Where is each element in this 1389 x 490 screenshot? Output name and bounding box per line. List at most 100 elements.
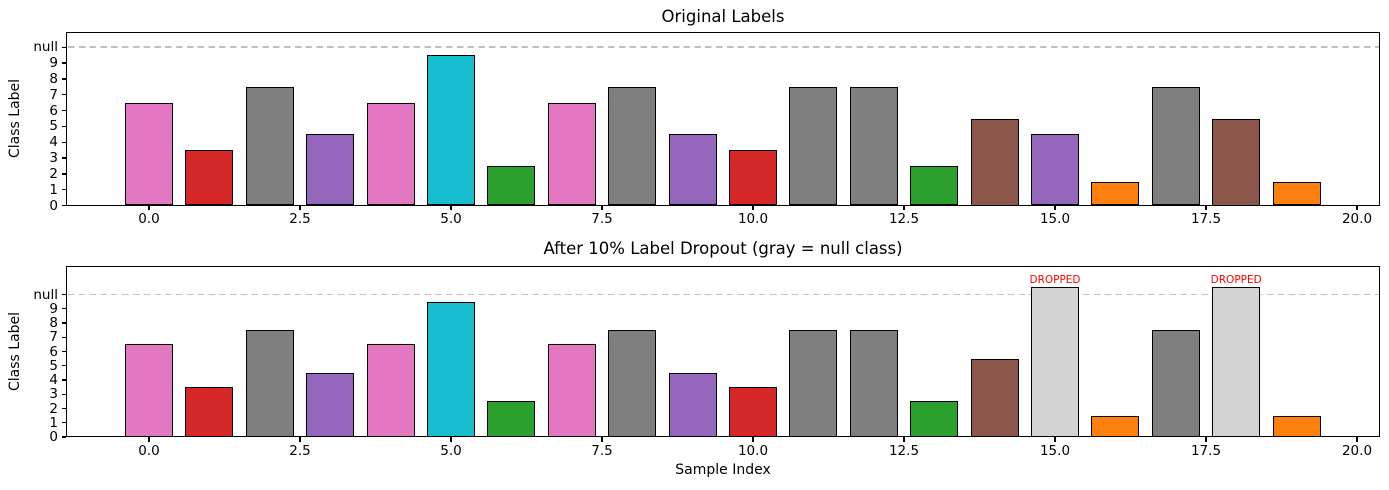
y-tick-mark: [61, 422, 66, 424]
y-tick-mark: [61, 322, 66, 324]
null-threshold-line: [67, 46, 1379, 49]
y-tick-label: 2: [49, 165, 58, 182]
x-tick-label: 0.0: [138, 211, 160, 227]
x-tick-mark: [1054, 205, 1056, 210]
y-tick-mark: [61, 94, 66, 96]
y-tick-label: 8: [49, 315, 58, 331]
y-tick-label: 2: [49, 400, 58, 417]
x-tick-mark: [752, 205, 754, 210]
x-tick-mark: [299, 205, 301, 210]
bar: [970, 118, 1019, 206]
y-tick-mark: [61, 204, 66, 207]
x-tick-mark: [903, 205, 905, 210]
bar: [366, 344, 415, 437]
bar: [245, 330, 294, 437]
y-tick-label: 4: [49, 372, 58, 388]
bar: [487, 401, 536, 437]
dropped-annotation: DROPPED: [1029, 274, 1081, 287]
x-tick-label: 17.5: [1190, 442, 1222, 459]
x-tick-mark: [1205, 437, 1207, 442]
x-tick-label: 2.5: [289, 442, 311, 459]
bar: [1031, 134, 1079, 206]
bar: [849, 86, 898, 206]
x-tick-label: 5.0: [440, 442, 462, 459]
dropped-bar: [1212, 287, 1261, 437]
y-tick-label: 3: [49, 150, 58, 167]
x-tick-mark: [299, 437, 301, 442]
x-tick-label: 5.0: [440, 211, 462, 227]
chart-title: After 10% Label Dropout (gray = null cla…: [543, 239, 903, 258]
bar: [185, 387, 234, 437]
bar: [427, 55, 475, 206]
null-threshold-line: [67, 293, 1379, 296]
y-tick-mark: [61, 365, 66, 367]
x-tick-mark: [752, 437, 754, 442]
x-tick-label: 17.5: [1190, 211, 1222, 227]
bar: [1091, 415, 1140, 437]
y-tick-mark: [61, 125, 66, 128]
y-tick-label: 5: [49, 118, 58, 135]
bar: [125, 344, 173, 437]
bar: [608, 86, 657, 206]
x-tick-label: 20.0: [1341, 442, 1373, 459]
y-tick-label: null: [33, 286, 58, 303]
y-tick-label: 8: [49, 70, 58, 87]
bar: [729, 387, 777, 437]
x-tick-label: 12.5: [888, 211, 920, 227]
bar: [970, 358, 1019, 437]
y-tick-label: 6: [49, 343, 58, 360]
bar: [849, 330, 898, 437]
bar: [729, 150, 777, 206]
x-tick-label: 10.0: [737, 442, 769, 459]
y-tick-label: 5: [49, 357, 58, 374]
bar: [245, 86, 294, 206]
y-tick-mark: [61, 189, 66, 191]
x-tick-mark: [601, 437, 603, 442]
bar: [1091, 181, 1140, 206]
x-tick-label: 7.5: [591, 211, 613, 227]
bar: [547, 102, 596, 206]
x-tick-label: 7.5: [591, 442, 613, 459]
x-tick-mark: [148, 437, 150, 442]
x-tick-mark: [1356, 205, 1358, 210]
y-tick-mark: [61, 407, 66, 410]
bar: [668, 372, 717, 437]
y-tick-mark: [61, 173, 66, 175]
bar: [125, 102, 173, 206]
x-tick-mark: [1356, 437, 1358, 442]
bar: [487, 165, 536, 206]
bar: [306, 372, 355, 437]
x-axis-label: Sample Index: [675, 462, 771, 478]
y-tick-label: 9: [49, 55, 58, 72]
x-tick-label: 12.5: [888, 442, 920, 459]
bar: [910, 165, 959, 206]
y-tick-mark: [61, 109, 66, 112]
x-tick-label: 20.0: [1341, 211, 1373, 227]
x-tick-mark: [1205, 205, 1207, 210]
x-tick-mark: [148, 205, 150, 210]
y-tick-label: 0: [49, 429, 58, 445]
x-tick-label: 15.0: [1039, 211, 1071, 227]
y-tick-label: 6: [49, 102, 58, 119]
chart-title: Original Labels: [661, 7, 785, 26]
y-tick-mark: [61, 308, 66, 310]
bar: [1272, 181, 1321, 206]
y-tick-label: 3: [49, 386, 58, 403]
y-tick-mark: [61, 157, 66, 159]
y-tick-mark: [61, 336, 66, 338]
y-tick-label: 1: [49, 414, 58, 431]
bar: [185, 150, 234, 206]
x-tick-label: 2.5: [289, 211, 311, 227]
dropped-bar: [1031, 287, 1079, 437]
bar: [789, 330, 838, 437]
bar: [910, 401, 959, 437]
bar: [547, 344, 596, 437]
y-tick-mark: [61, 393, 66, 395]
x-tick-mark: [450, 437, 452, 442]
x-tick-label: 10.0: [737, 211, 769, 227]
x-tick-mark: [601, 205, 603, 210]
y-tick-mark: [61, 436, 66, 438]
